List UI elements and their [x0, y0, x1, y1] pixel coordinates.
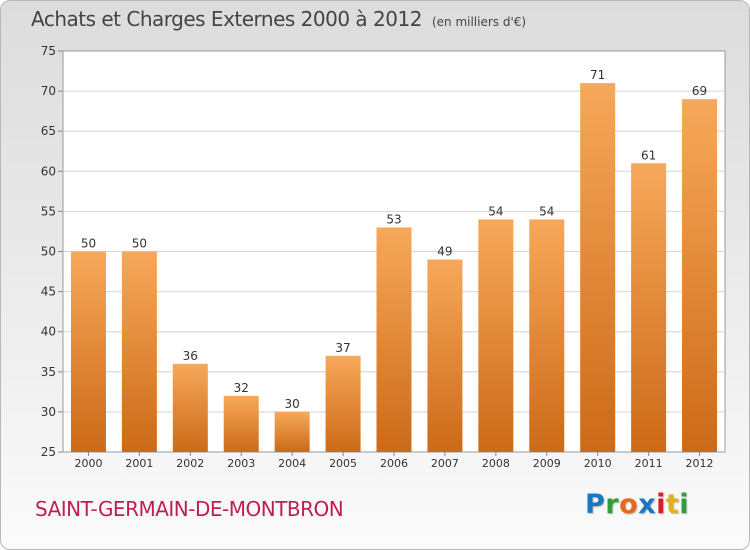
- town-name: SAINT-GERMAIN-DE-MONTBRON: [35, 497, 344, 521]
- bar-2009: [529, 219, 565, 452]
- bar-2004: [274, 411, 310, 452]
- logo-letter: P: [585, 489, 606, 520]
- bar-2000: [70, 251, 106, 452]
- bar-value-label: 54: [539, 204, 554, 218]
- x-tick-label: 2011: [635, 457, 663, 470]
- bar-2005: [325, 355, 361, 452]
- y-tick-label: 25: [41, 445, 56, 459]
- bars: 50 50 36 32 30 37 53 49 54 54 71 61 69: [70, 68, 718, 453]
- x-tick-label: 2006: [380, 457, 408, 470]
- bar-2011: [631, 163, 667, 452]
- y-axis: 25 30 35 40 45 50 55 60 65 70 75: [41, 44, 63, 459]
- bar-value-label: 37: [335, 341, 350, 355]
- bar-value-label: 50: [132, 237, 147, 251]
- x-tick-label: 2008: [482, 457, 510, 470]
- x-tick-label: 2005: [329, 457, 357, 470]
- x-tick-label: 2012: [686, 457, 714, 470]
- x-tick-label: 2000: [74, 457, 102, 470]
- chart-title-text: Achats et Charges Externes 2000 à 2012: [31, 7, 422, 31]
- x-tick-label: 2004: [278, 457, 306, 470]
- bar-2002: [172, 363, 208, 452]
- proxiti-logo: Proxiti: [585, 489, 689, 520]
- bar-2012: [682, 99, 718, 453]
- y-tick-label: 55: [41, 204, 56, 218]
- chart-subtitle: (en milliers d'€): [431, 15, 527, 29]
- bar-value-label: 49: [437, 245, 452, 259]
- logo-letter: i: [656, 489, 666, 520]
- x-tick-label: 2010: [584, 457, 612, 470]
- y-tick-label: 30: [41, 405, 56, 419]
- bar-value-label: 69: [692, 84, 707, 98]
- bar-value-label: 71: [590, 68, 605, 82]
- bar-2008: [478, 219, 514, 452]
- bar-2010: [580, 83, 616, 452]
- y-tick-label: 70: [41, 84, 56, 98]
- bar-value-label: 53: [386, 212, 401, 226]
- bar-value-label: 36: [183, 349, 198, 363]
- bar-value-label: 32: [234, 381, 249, 395]
- x-tick-label: 2002: [176, 457, 204, 470]
- x-axis: 2000 2001 2002 2003 2004 2005 2006 2007 2008 2009…: [74, 452, 714, 470]
- bar-2003: [223, 395, 259, 452]
- logo-letter: o: [619, 489, 639, 520]
- logo-letter: x: [638, 489, 657, 520]
- x-tick-label: 2001: [125, 457, 153, 470]
- x-tick-label: 2003: [227, 457, 255, 470]
- y-tick-label: 60: [41, 164, 56, 178]
- y-tick-label: 45: [41, 285, 56, 299]
- x-tick-label: 2009: [533, 457, 561, 470]
- bar-2007: [427, 259, 463, 452]
- y-tick-label: 35: [41, 365, 56, 379]
- bar-value-label: 30: [285, 397, 300, 411]
- bar-value-label: 61: [641, 148, 656, 162]
- bar-2001: [121, 251, 157, 452]
- x-tick-label: 2007: [431, 457, 459, 470]
- bar-value-label: 50: [81, 237, 96, 251]
- bar-2006: [376, 227, 412, 452]
- logo-letter: i: [679, 489, 690, 520]
- logo-letter: t: [665, 489, 680, 520]
- y-tick-label: 40: [41, 325, 56, 339]
- y-tick-label: 65: [41, 124, 56, 138]
- y-tick-label: 75: [41, 44, 56, 58]
- bar-value-label: 54: [488, 204, 503, 218]
- chart-title: Achats et Charges Externes 2000 à 2012 (e…: [31, 7, 526, 31]
- y-tick-label: 50: [41, 245, 56, 259]
- logo-letter: r: [605, 489, 620, 520]
